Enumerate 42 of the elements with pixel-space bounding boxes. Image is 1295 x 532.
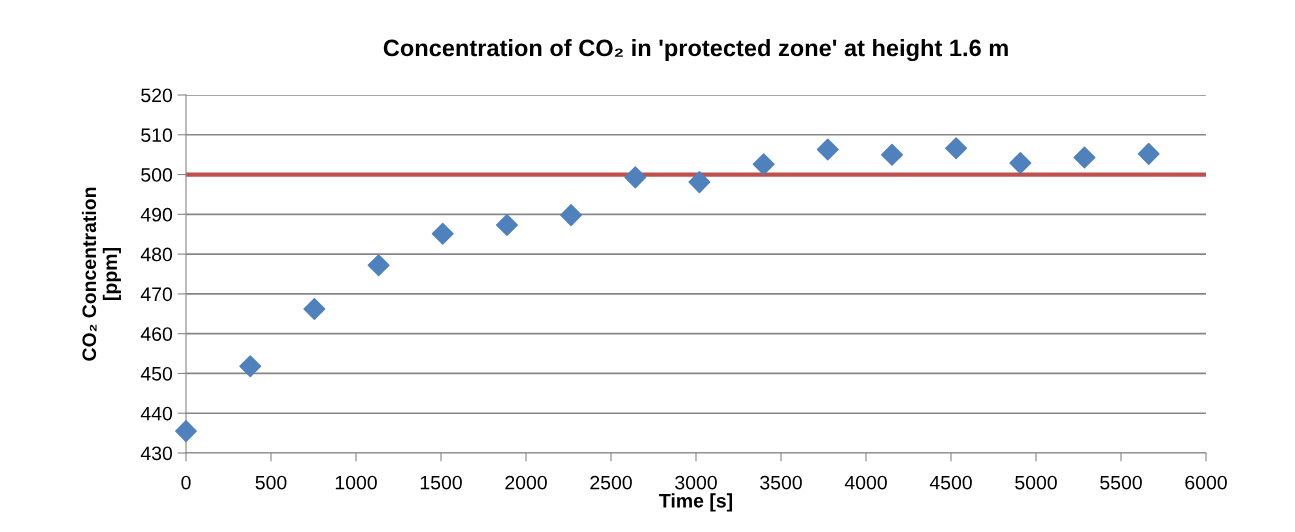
x-axis-title: Time [s] [659,493,733,512]
y-tick-label: 430 [140,446,173,461]
x-tick-label: 5500 [1100,475,1142,490]
point [881,143,904,166]
x-tick-label: 0 [181,475,191,490]
point [624,166,647,189]
x-tick-label: 4500 [929,475,972,490]
x-tick-label: 3000 [675,475,717,490]
y-tick-label: 490 [140,207,173,222]
y-tick-label: 520 [141,88,173,103]
point [495,214,518,237]
point [431,222,454,245]
chart-title: Concentration of CO₂ in 'protected zone' at height 1.6 m [383,39,1008,62]
x-tick-label: 6000 [1185,475,1227,490]
y-tick-label: 440 [140,406,173,421]
point [239,355,262,378]
point [560,204,583,227]
point [367,254,390,277]
point [175,420,197,443]
y-axis-title: CO₂ Concentration [ppm] [81,187,121,361]
x-tick-label: 1500 [420,475,462,490]
x-tick-label: 500 [255,475,287,490]
point [816,138,839,161]
y-tick-label: 480 [140,247,173,262]
point [1137,142,1160,165]
y-tick-label: 500 [141,168,173,182]
point [945,137,968,160]
x-tick-label: 5000 [1015,475,1057,490]
point [688,171,711,194]
x-tick-label: 2000 [505,475,547,490]
point [1073,146,1096,169]
point [1009,152,1032,175]
y-tick-label: 470 [140,287,173,302]
x-tick-label: 4000 [844,475,887,490]
point [752,153,775,176]
point [303,298,326,320]
x-tick-label: 3500 [760,475,802,490]
y-tick-label: 450 [140,366,173,381]
x-tick-label: 2500 [590,475,632,490]
y-tick-label: 510 [141,128,173,143]
x-tick-label: 1000 [335,475,377,490]
y-tick-label: 460 [140,327,173,341]
